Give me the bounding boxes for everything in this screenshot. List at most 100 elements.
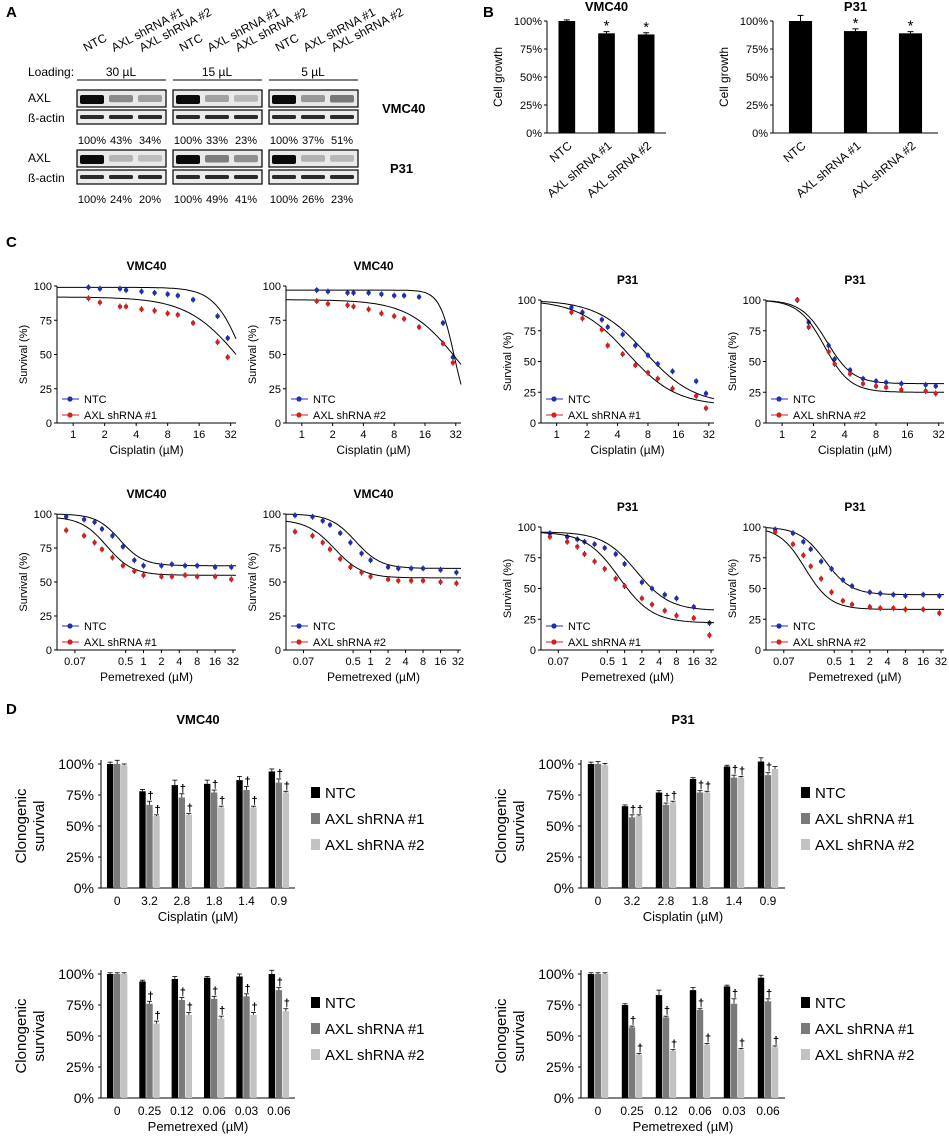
bar <box>788 21 813 133</box>
actin-band <box>234 115 258 119</box>
legend-swatch <box>801 839 810 850</box>
x-tick-label: 16 <box>688 656 700 668</box>
significance-marker: † <box>244 983 250 995</box>
bar <box>217 807 225 888</box>
blot-percentages: 100% 43% 34% 100% 33% 23% 100% 37% 51% <box>78 135 353 147</box>
protein-label-actin: ß-actin <box>28 111 65 125</box>
data-point <box>401 316 407 322</box>
y-tick-label: 100 <box>518 295 536 307</box>
y-tick-label: 25 <box>269 611 281 623</box>
data-point <box>182 563 188 568</box>
data-point <box>86 296 91 301</box>
bar <box>120 765 128 888</box>
axl-band <box>272 95 296 104</box>
x-tick-label: 4 <box>656 656 662 668</box>
y-axis-label: Clonogenic <box>493 998 510 1074</box>
x-axis-label: Cisplatin (µM) <box>818 443 892 457</box>
bar <box>757 761 765 888</box>
y-tick-label: 50 <box>40 350 52 362</box>
x-tick-label: 32 <box>935 656 947 668</box>
data-point <box>99 526 105 532</box>
significance-marker: † <box>154 1010 160 1022</box>
significance-marker: † <box>698 780 704 792</box>
axl-band <box>176 155 200 164</box>
bar <box>669 802 677 888</box>
data-point <box>86 285 91 290</box>
data-point <box>320 518 325 523</box>
bar <box>217 1018 225 1098</box>
band-percentage: 24% <box>110 194 132 206</box>
x-tick-label: 0.06 <box>756 1104 780 1118</box>
blot-percentages: 100% 24% 20% 100% 49% 41% 100% 26% 23% <box>78 194 353 206</box>
bar <box>210 792 218 888</box>
significance-marker: † <box>219 1005 225 1017</box>
data-point <box>169 562 175 567</box>
bar <box>635 816 643 888</box>
data-point <box>190 320 196 326</box>
y-axis-label: Survival (%) <box>727 332 739 391</box>
legend-marker <box>67 623 73 629</box>
significance-marker: † <box>705 1032 711 1044</box>
data-point <box>891 592 896 597</box>
legend-label: NTC <box>313 621 336 633</box>
x-tick-label: 32 <box>452 656 464 668</box>
data-point <box>674 596 679 601</box>
data-point <box>351 290 356 296</box>
x-axis-label: Cisplatin (µM) <box>109 443 183 457</box>
y-tick-label: 0% <box>752 128 768 140</box>
bar <box>139 981 146 1098</box>
data-point <box>622 561 627 567</box>
data-point <box>808 546 813 552</box>
bar <box>243 790 250 888</box>
data-point <box>620 332 625 337</box>
band-percentage: 49% <box>206 194 228 206</box>
y-tick-label: 0% <box>554 1090 574 1106</box>
chart-c-vmc40-cisplatin-shrna2: VMC40 0 25 50 75 100 1 2 4 8 16 32 Cisplatin (µM) Sur… <box>247 259 462 457</box>
bar <box>843 31 868 133</box>
blot-p31: AXL ß-actin P31 100% 24% 20% 100% 49% 41… <box>28 149 413 206</box>
axl-band <box>234 95 258 102</box>
data-point <box>937 610 942 616</box>
bar <box>282 792 290 888</box>
legend-label: NTC <box>325 785 356 802</box>
data-point <box>215 313 220 319</box>
axl-band <box>301 95 325 103</box>
bar <box>601 765 609 888</box>
data-point <box>703 406 709 411</box>
bar <box>730 777 738 888</box>
data-point <box>454 570 459 575</box>
data-point <box>860 381 866 386</box>
bar <box>178 1000 186 1098</box>
y-tick-label: 100 <box>743 295 761 307</box>
chart-title: P31 <box>617 273 639 287</box>
data-point <box>408 566 414 571</box>
y-tick-label: 75 <box>749 553 761 565</box>
fit-curve <box>765 300 944 393</box>
y-tick-label: 50 <box>269 577 281 589</box>
band-percentage: 100% <box>270 135 298 147</box>
bar <box>598 33 615 133</box>
data-point <box>212 574 218 579</box>
fit-curve <box>286 289 462 385</box>
data-point <box>602 566 607 572</box>
data-point <box>840 577 846 583</box>
y-tick-label: 75 <box>524 326 536 338</box>
data-point <box>152 308 157 313</box>
bar <box>243 996 250 1098</box>
data-point <box>440 341 446 346</box>
bar <box>153 816 160 888</box>
legend-swatch <box>311 839 320 850</box>
band-percentage: 26% <box>302 194 324 206</box>
x-tick-label: 32 <box>225 429 237 441</box>
data-point <box>225 355 230 360</box>
bar <box>236 780 243 888</box>
fit-curve <box>57 286 237 340</box>
data-point <box>325 301 331 307</box>
legend-label: AXL shRNA #1 <box>568 637 641 649</box>
data-point <box>229 577 234 582</box>
data-point <box>662 592 667 597</box>
data-point <box>622 583 627 589</box>
data-point <box>438 579 443 585</box>
